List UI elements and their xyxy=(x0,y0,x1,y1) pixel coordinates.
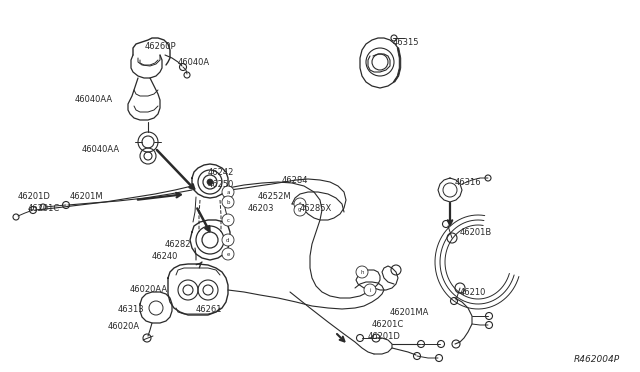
Text: 46285X: 46285X xyxy=(300,204,332,213)
Text: 46040AA: 46040AA xyxy=(82,145,120,154)
Circle shape xyxy=(294,198,306,210)
Text: c: c xyxy=(227,218,230,222)
Text: 46201M: 46201M xyxy=(70,192,104,201)
Circle shape xyxy=(207,179,213,185)
Text: 46252M: 46252M xyxy=(258,192,292,201)
Text: 46201D: 46201D xyxy=(368,332,401,341)
Text: d: d xyxy=(227,237,230,243)
Text: 46201C: 46201C xyxy=(28,204,60,213)
Circle shape xyxy=(222,248,234,260)
Text: a: a xyxy=(227,189,230,195)
Text: 46201C: 46201C xyxy=(372,320,404,329)
Text: e: e xyxy=(227,251,230,257)
Text: 46282: 46282 xyxy=(165,240,191,249)
Text: 46250: 46250 xyxy=(208,180,234,189)
Circle shape xyxy=(222,214,234,226)
Text: 46201D: 46201D xyxy=(18,192,51,201)
Text: 46040AA: 46040AA xyxy=(75,95,113,104)
Circle shape xyxy=(294,204,306,216)
Text: 46201MA: 46201MA xyxy=(390,308,429,317)
Circle shape xyxy=(364,284,376,296)
Text: 46201B: 46201B xyxy=(460,228,492,237)
Text: 46260P: 46260P xyxy=(145,42,177,51)
Text: 46210: 46210 xyxy=(460,288,486,297)
Text: 46316: 46316 xyxy=(455,178,482,187)
Text: g: g xyxy=(298,208,301,212)
Text: 46240: 46240 xyxy=(152,252,179,261)
Circle shape xyxy=(356,266,368,278)
Text: 46242: 46242 xyxy=(208,168,234,177)
Text: 46203: 46203 xyxy=(248,204,275,213)
Text: 46261: 46261 xyxy=(196,305,223,314)
Text: 46020AA: 46020AA xyxy=(130,285,168,294)
Text: R462004P: R462004P xyxy=(574,355,620,364)
Text: i: i xyxy=(369,288,371,292)
Text: 46313: 46313 xyxy=(118,305,145,314)
Text: 46315: 46315 xyxy=(393,38,419,47)
Text: h: h xyxy=(360,269,364,275)
Circle shape xyxy=(222,186,234,198)
Text: 46040A: 46040A xyxy=(178,58,210,67)
Text: 46284: 46284 xyxy=(282,176,308,185)
Text: f: f xyxy=(299,202,301,206)
Text: 46020A: 46020A xyxy=(108,322,140,331)
Text: b: b xyxy=(227,199,230,205)
Circle shape xyxy=(222,234,234,246)
Circle shape xyxy=(222,196,234,208)
